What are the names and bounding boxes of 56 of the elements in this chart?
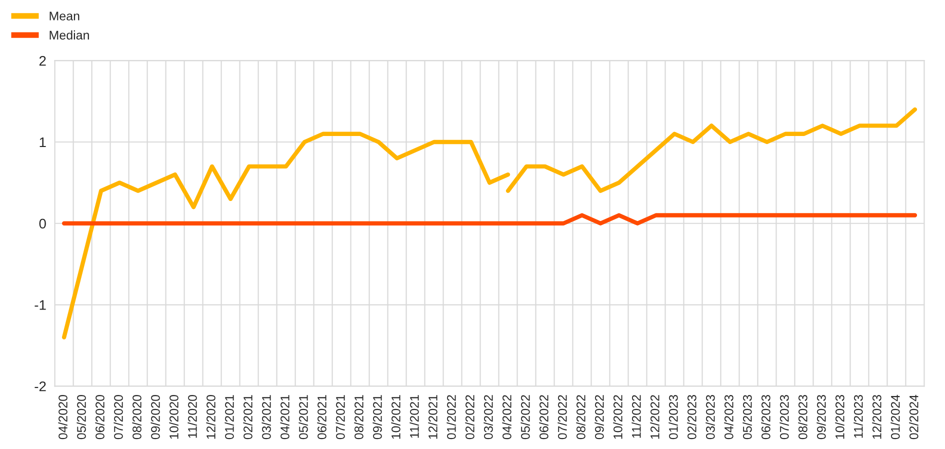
x-tick-label: 11/2022 (632, 395, 641, 438)
x-tick-label: 09/2023 (816, 395, 826, 440)
legend-label: Median (50, 30, 89, 40)
x-tick-label: 04/2023 (724, 395, 734, 440)
y-tick-label: 1 (40, 137, 46, 148)
x-tick-label: 01/2023 (668, 395, 678, 440)
x-tick-label: 03/2022 (484, 395, 493, 440)
x-tick-label: 11/2021 (410, 395, 419, 438)
x-tick-label: 06/2023 (761, 395, 770, 440)
x-tick-label: 01/2021 (224, 395, 234, 440)
x-tick-label: 03/2023 (706, 395, 715, 440)
x-tick-label: 12/2022 (650, 395, 660, 439)
x-tick-label: 02/2021 (243, 395, 252, 440)
x-tick-label: 08/2022 (576, 395, 586, 440)
line-series (506, 107, 918, 193)
x-tick-label: 05/2020 (76, 394, 86, 440)
x-tick-label: 05/2021 (298, 395, 308, 440)
x-tick-label: 04/2020 (58, 394, 68, 440)
x-tick-label: 11/2023 (854, 395, 863, 438)
x-tick-label: 12/2020 (206, 394, 216, 439)
x-tick-label: 11/2020 (188, 394, 197, 438)
x-tick-label: 12/2021 (428, 395, 438, 439)
x-tick-label: 02/2022 (465, 395, 474, 440)
x-tick-label: 07/2023 (780, 395, 789, 440)
x-tick-label: 05/2022 (520, 395, 530, 440)
x-tick-label: 06/2022 (539, 395, 548, 440)
x-tick-label: 10/2020 (169, 394, 178, 439)
y-tick-label: -1 (34, 300, 46, 310)
legend-label: Mean (50, 12, 80, 20)
y-tick-label: -2 (34, 381, 46, 392)
x-tick-label: 07/2022 (558, 395, 567, 440)
x-tick-label: 07/2020 (114, 394, 123, 440)
x-tick-label: 07/2021 (336, 395, 345, 440)
x-tick-label: 04/2021 (280, 395, 290, 440)
x-tick-label: 03/2021 (262, 395, 271, 440)
x-tick-label: 08/2023 (798, 395, 808, 440)
y-tick-label: 2 (39, 56, 46, 66)
x-tick-label: 04/2022 (502, 395, 512, 440)
x-tick-label: 09/2020 (150, 394, 160, 440)
x-tick-label: 10/2022 (613, 395, 622, 439)
x-tick-label: 06/2021 (317, 395, 326, 440)
x-tick-label: 10/2021 (391, 395, 400, 439)
x-tick-label: 06/2020 (95, 394, 104, 440)
line-series (62, 132, 510, 340)
x-tick-label: 01/2022 (446, 395, 456, 440)
x-tick-label: 05/2023 (742, 395, 752, 440)
y-tick-label: 0 (39, 218, 46, 229)
x-tick-label: 09/2022 (594, 395, 604, 440)
x-tick-label: 08/2021 (354, 395, 364, 440)
x-tick-label: 09/2021 (372, 395, 382, 440)
x-tick-label: 02/2024 (909, 394, 918, 440)
x-tick-label: 01/2024 (890, 394, 900, 440)
x-tick-label: 02/2023 (687, 395, 696, 440)
x-tick-label: 12/2023 (872, 395, 882, 439)
x-tick-label: 08/2020 (132, 394, 142, 440)
x-tick-label: 10/2023 (835, 395, 844, 439)
